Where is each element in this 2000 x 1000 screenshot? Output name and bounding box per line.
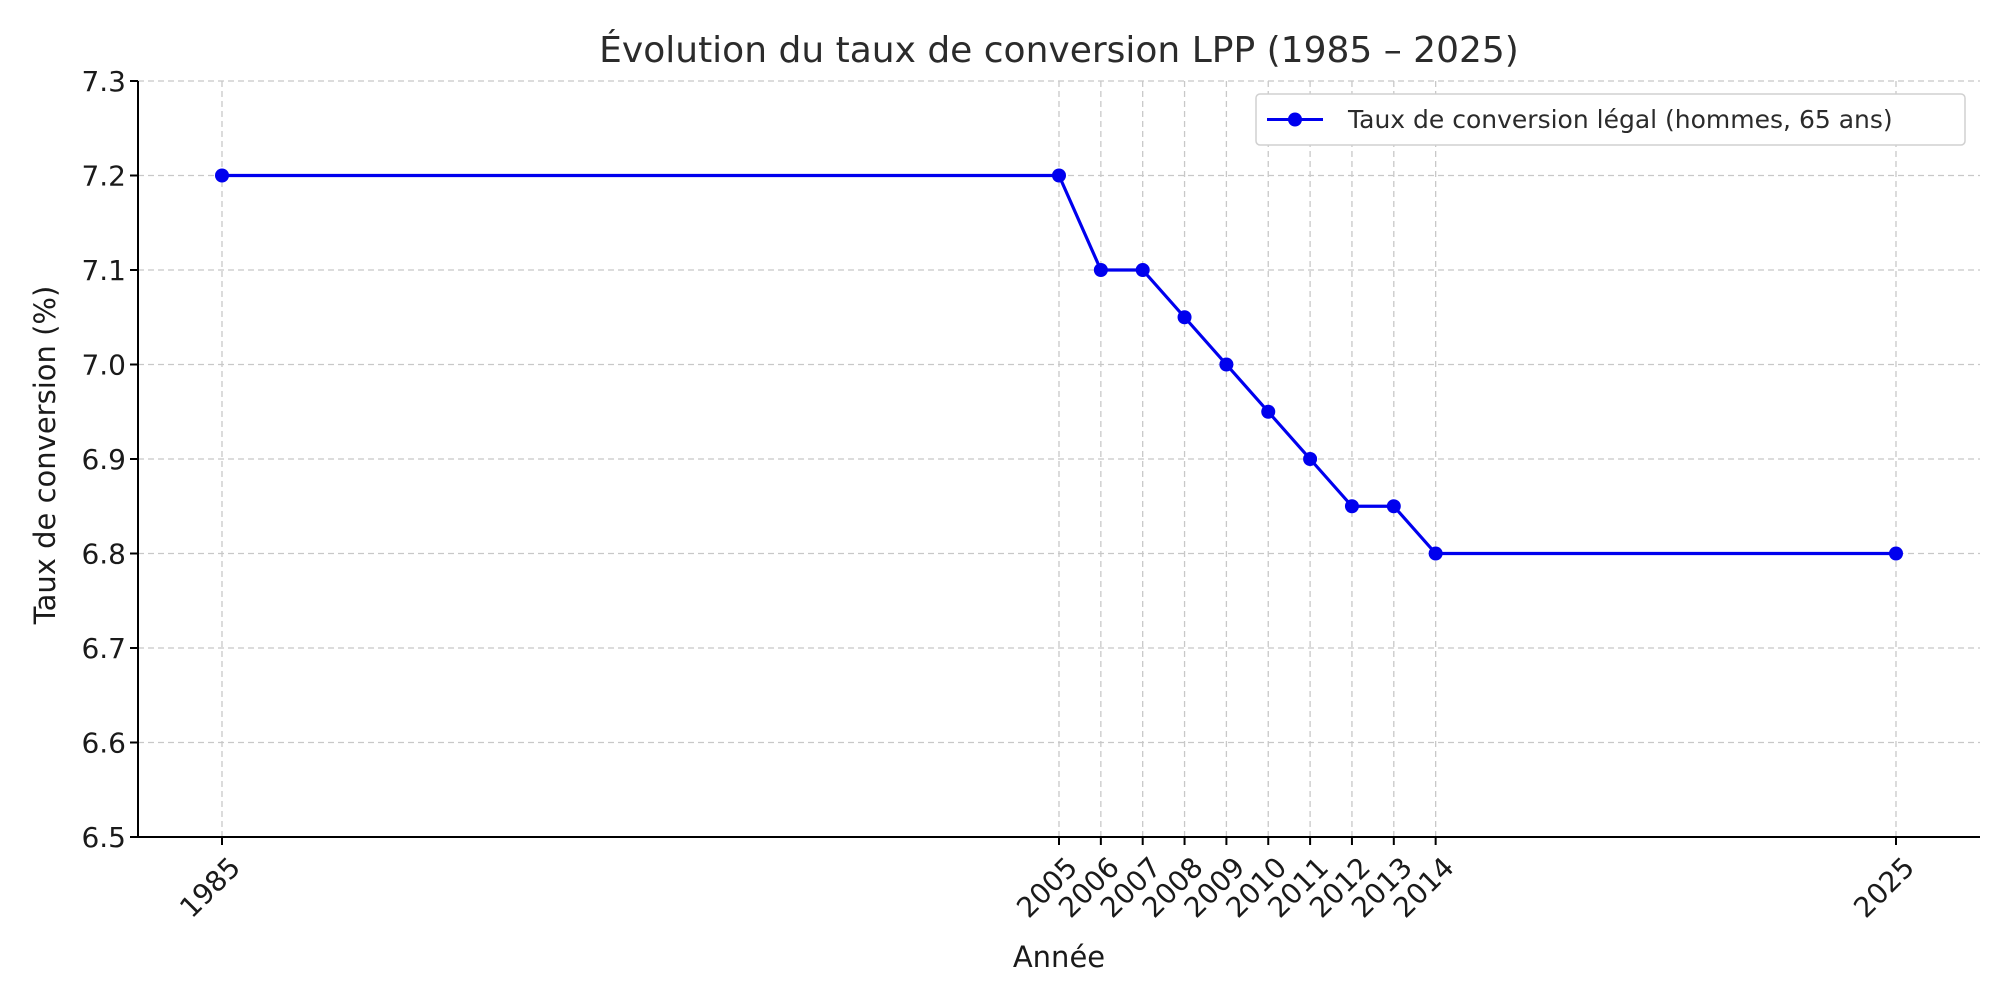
y-tick-label: 7.1 [81,254,126,287]
data-point [1052,168,1066,183]
data-point [1135,263,1150,277]
legend-box [1255,93,1966,146]
chart-title: Évolution du taux de conversion LPP (198… [599,29,1519,71]
y-tick-label: 6.7 [81,632,126,665]
data-point [1428,546,1443,561]
y-tick-label: 7.0 [81,349,126,382]
data-point [1261,404,1276,419]
legend-label: Taux de conversion légal (hommes, 65 ans… [1347,105,1893,134]
data-point [1344,499,1359,514]
series-group [215,168,1903,561]
y-tick-label: 7.3 [81,65,126,98]
legend-marker [1288,112,1302,127]
data-point [1093,263,1108,277]
axes [130,80,1980,845]
x-axis-label: Année [1013,940,1105,974]
legend: Taux de conversion légal (hommes, 65 ans… [1255,93,1966,146]
y-tick-label: 6.9 [81,443,126,476]
data-point [1386,499,1401,514]
y-tick-label: 6.6 [81,727,126,760]
y-axis-label: Taux de conversion (%) [28,286,62,626]
data-point [1303,452,1318,466]
y-tick-label: 6.8 [81,538,126,571]
data-point [1889,546,1903,561]
data-point [1177,310,1192,325]
y-tick-label: 6.5 [81,821,126,854]
x-tick-label: 2025 [1847,851,1921,925]
x-tick-label: 1985 [173,851,247,925]
y-tick-label: 7.2 [81,160,126,193]
series-line [222,173,1896,556]
data-point [215,168,229,183]
grid-lines [138,80,1980,838]
data-point [1219,357,1234,372]
